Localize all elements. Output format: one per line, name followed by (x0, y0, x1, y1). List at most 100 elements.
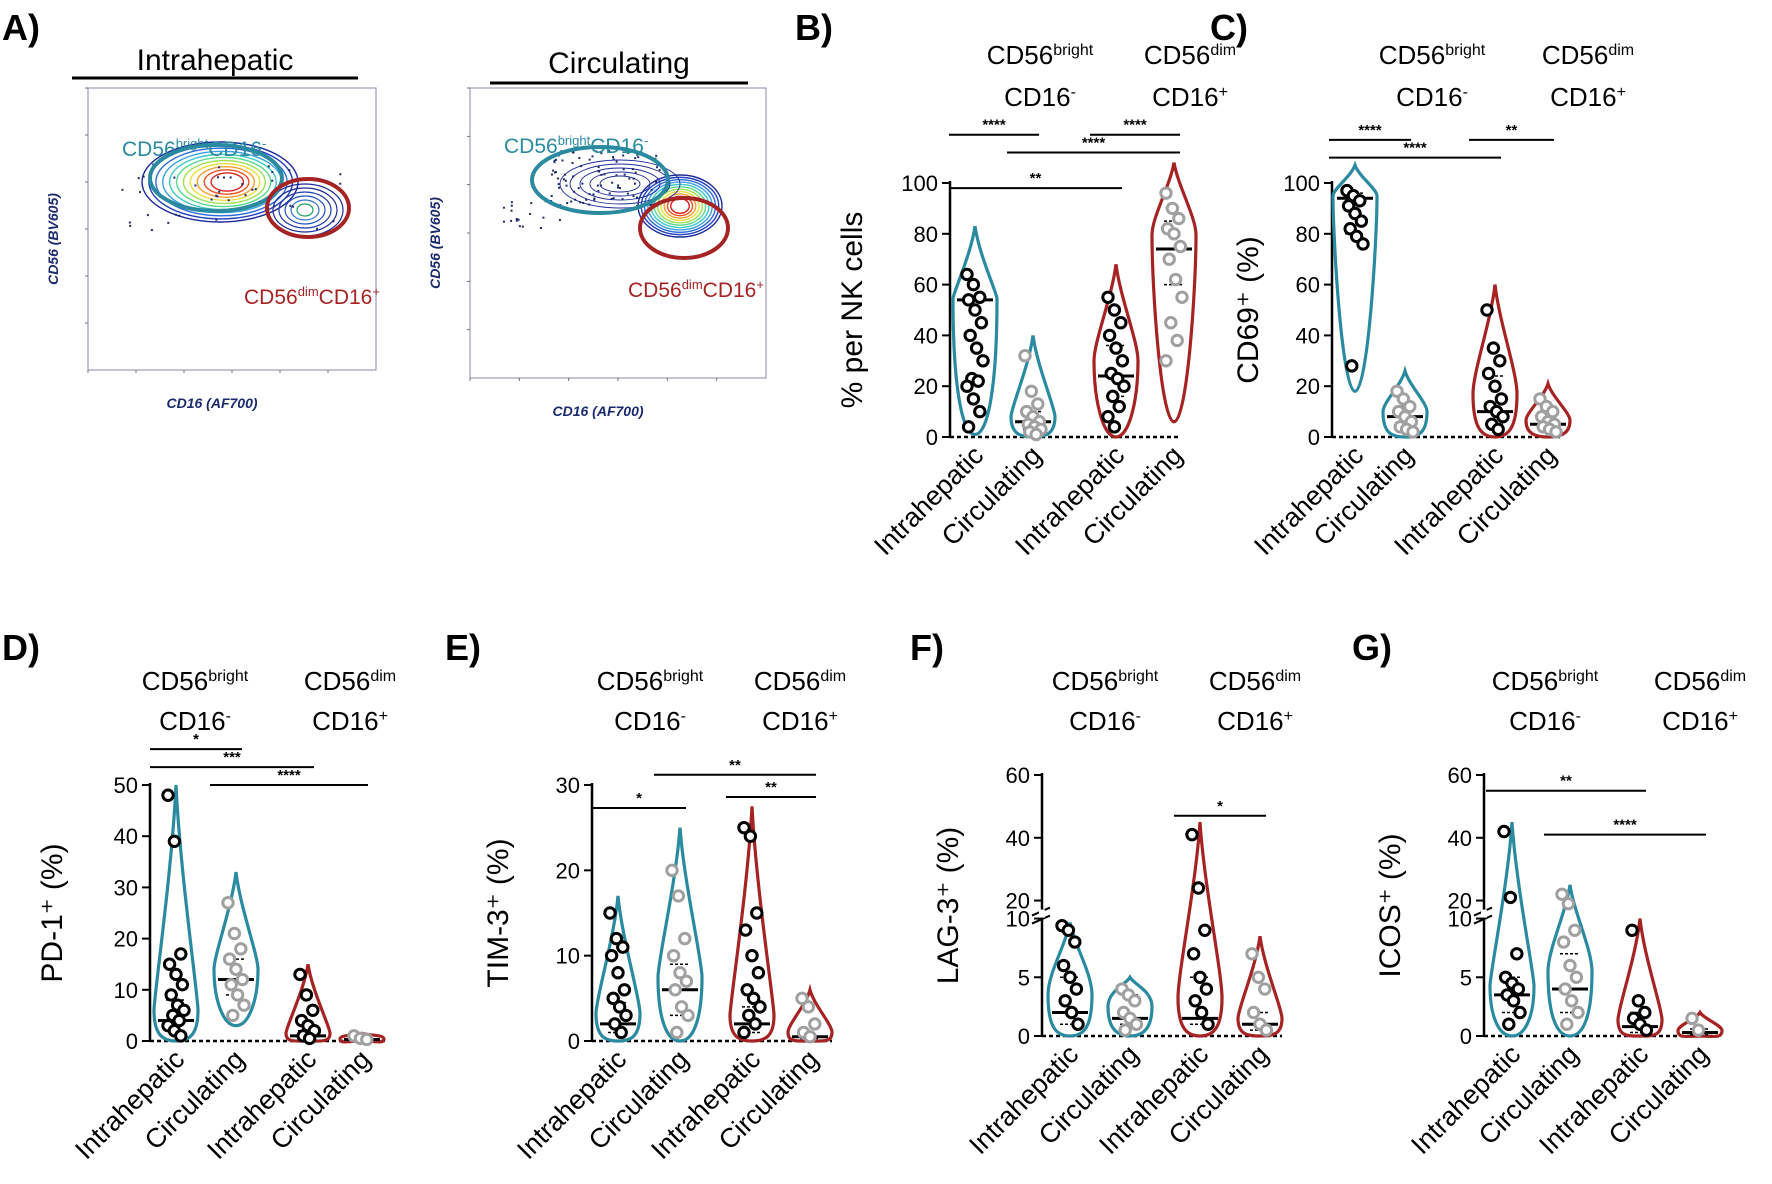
flow-event-dot (612, 158, 615, 161)
significance-label: ** (765, 779, 777, 796)
data-point (1109, 341, 1123, 355)
flow-event-dot (580, 165, 583, 168)
flow-event-dot (622, 168, 625, 171)
data-point (174, 947, 188, 961)
density-contour (196, 166, 256, 198)
data-point (299, 988, 314, 1002)
violin-outline (1176, 821, 1224, 1038)
data-point (617, 983, 632, 997)
violin-3 (1092, 264, 1140, 439)
group-header-top: CD56dim (1654, 666, 1746, 696)
flow-event-dot (588, 193, 591, 196)
flow-event-dot (588, 203, 591, 206)
data-point (1172, 211, 1186, 226)
flow-event-dot (216, 176, 219, 179)
y-tick-label: 10 (1448, 907, 1472, 932)
data-point (234, 942, 248, 956)
y-tick-label: 50 (114, 773, 138, 798)
flow-event-dot (585, 198, 588, 201)
flow-event-dot (273, 205, 276, 208)
data-point (963, 328, 977, 343)
data-point (1510, 947, 1524, 961)
data-point (737, 820, 751, 835)
flow-event-dot (510, 201, 513, 204)
data-point (668, 983, 682, 997)
violin-1 (152, 784, 200, 1043)
flow-plot-title: Intrahepatic (137, 44, 294, 77)
y-tick-label: 20 (556, 858, 580, 883)
y-tick-label: 60 (1006, 763, 1030, 788)
flow-event-dot (502, 206, 505, 209)
flow-event-dot (658, 168, 661, 171)
data-point (604, 948, 619, 963)
data-point (162, 957, 177, 971)
data-point (801, 1000, 816, 1014)
density-contour (203, 169, 250, 195)
flow-event-dot (650, 188, 653, 191)
data-point (619, 1008, 633, 1023)
data-point (1685, 1011, 1699, 1026)
flow-event-dot (633, 182, 636, 185)
flow-event-dot (562, 178, 565, 181)
significance-label: **** (1358, 122, 1382, 139)
flow-event-dot (251, 188, 254, 191)
data-point (1198, 923, 1212, 937)
flow-event-dot (581, 182, 584, 185)
data-point (1571, 1005, 1585, 1020)
violin-outline (594, 895, 642, 1043)
flow-event-dot (254, 188, 257, 191)
significance-label: **** (1082, 135, 1106, 152)
data-point (1118, 1023, 1132, 1037)
group-header-bottom: CD16+ (1217, 706, 1293, 736)
data-point (1638, 1005, 1652, 1020)
density-contour (559, 159, 681, 209)
gate-bright-label: CD56brightCD16- (122, 136, 266, 161)
violin-outline (1331, 160, 1379, 393)
data-point (222, 952, 237, 966)
flow-event-dot (591, 155, 594, 158)
group-header-bottom: CD16- (1069, 706, 1141, 736)
data-point (1164, 316, 1178, 330)
flow-event-dot (129, 224, 132, 227)
flow-event-dot (655, 180, 658, 183)
data-point (1167, 227, 1181, 241)
data-point (740, 983, 754, 997)
data-point (1480, 303, 1494, 317)
panel-e: E) CD56bright CD16- CD56dim CD16+ 0 10 20 30 TIM-… (445, 627, 846, 1165)
flow-event-dot (339, 173, 342, 176)
flow-event-dot (292, 205, 295, 208)
data-point (674, 1000, 689, 1014)
flow-event-dot (564, 173, 567, 176)
violin-outline (1150, 162, 1198, 424)
density-contour (182, 159, 266, 205)
flow-event-dot (564, 179, 567, 182)
gate-dim (638, 196, 730, 260)
y-tick-label: 100 (1283, 171, 1320, 196)
density-contour (175, 156, 272, 208)
data-point (1201, 1017, 1215, 1031)
group-header-bottom: CD16+ (1550, 82, 1626, 112)
data-point (678, 931, 692, 946)
panel-letter: C) (1210, 7, 1248, 48)
y-tick-label: 20 (1448, 889, 1472, 914)
flow-event-dot (593, 197, 596, 200)
data-point (670, 1025, 684, 1040)
y-tick-label: 30 (556, 773, 580, 798)
y-tick-label: 80 (1296, 222, 1320, 247)
density-contour (278, 191, 332, 229)
data-point (1353, 194, 1367, 208)
flow-event-dot (611, 156, 614, 159)
group-header-bottom: CD16- (1396, 82, 1468, 112)
flow-event-dot (603, 173, 606, 176)
data-point (1494, 392, 1509, 406)
data-point (1129, 1017, 1144, 1031)
flow-event-dot (215, 194, 218, 197)
data-point (1058, 994, 1072, 1008)
data-point (971, 374, 985, 388)
violin-4 (1150, 162, 1198, 424)
data-point (1159, 354, 1173, 368)
data-point (1170, 333, 1184, 348)
density-contour (569, 163, 671, 205)
y-tick-label: 20 (1296, 374, 1320, 399)
violin-outline (951, 225, 999, 437)
